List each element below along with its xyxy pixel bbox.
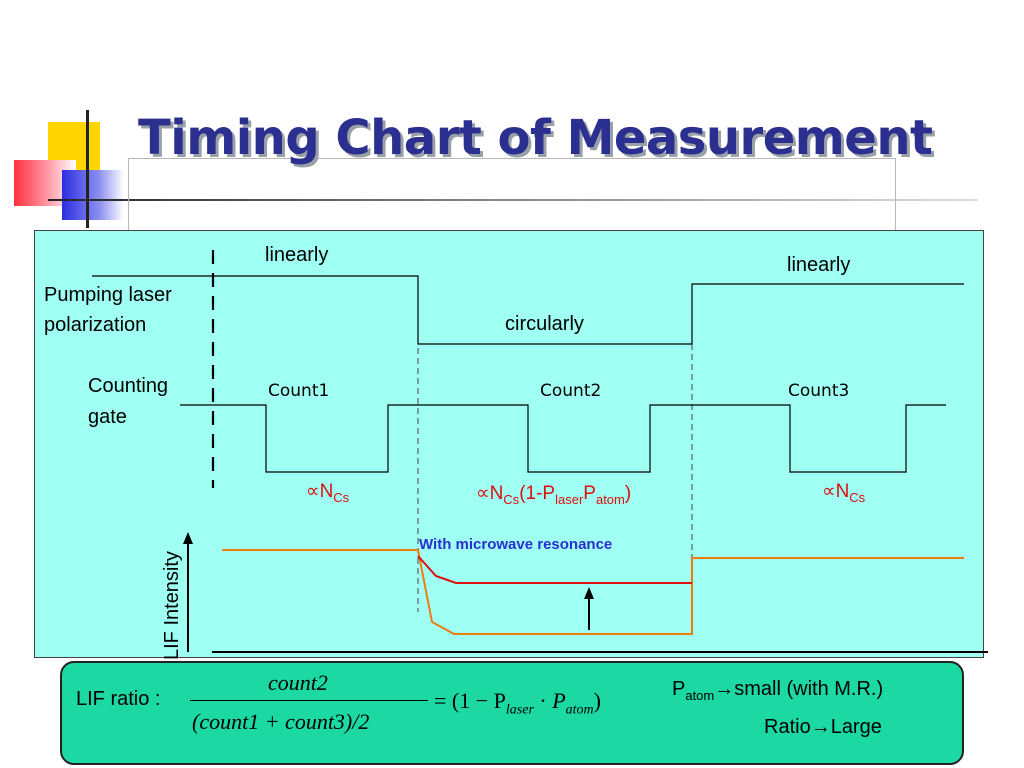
lif-ratio-formula-box <box>60 661 964 765</box>
formula-fraction-bar <box>190 700 428 701</box>
gate-label-line1: Counting <box>88 375 169 397</box>
formula-note-2: Ratio→Large <box>764 716 882 738</box>
count1-label: Count1 <box>268 381 330 401</box>
proportional-label-3: ∝NCs <box>822 481 866 505</box>
pumping-label-line1: Pumping laser <box>44 284 172 306</box>
formula-rhs: = (1 − Plaser · Patom) <box>434 688 601 718</box>
counting-gate-waveform <box>180 404 946 473</box>
formula-numerator: count2 <box>268 670 328 695</box>
lif-trace-no-resonance <box>222 549 964 635</box>
formula-prefix: LIF ratio : <box>76 688 161 710</box>
title-underline <box>48 199 978 201</box>
decor-blue-square <box>62 170 124 220</box>
resonance-label: With microwave resonance <box>419 536 613 553</box>
state-linear-2: linearly <box>787 254 851 276</box>
lif-axis-arrowhead <box>183 532 193 544</box>
timing-diagram-panel <box>34 230 984 658</box>
lif-trace-resonance <box>417 555 692 584</box>
formula-denominator: (count1 + count3)/2 <box>192 709 370 734</box>
count3-label: Count3 <box>788 381 850 401</box>
state-circular: circularly <box>505 313 584 335</box>
formula-note-1: Patom→small (with M.R.) <box>672 678 884 703</box>
proportional-label-1: ∝NCs <box>306 481 350 505</box>
count2-label: Count2 <box>540 381 602 401</box>
ratio-arrow-icon <box>584 587 594 599</box>
proportional-label-2: ∝NCs(1-PlaserPatom) <box>476 483 632 507</box>
state-linear-1: linearly <box>265 244 329 266</box>
lif-intensity-axis-label: LIF Intensity <box>161 551 183 660</box>
pumping-label-line2: polarization <box>44 314 147 336</box>
slide-title: Timing Chart of Measurement <box>138 110 933 166</box>
polarization-waveform <box>92 275 964 345</box>
decor-vertical-line <box>86 110 89 228</box>
gate-label-line2: gate <box>88 406 127 428</box>
